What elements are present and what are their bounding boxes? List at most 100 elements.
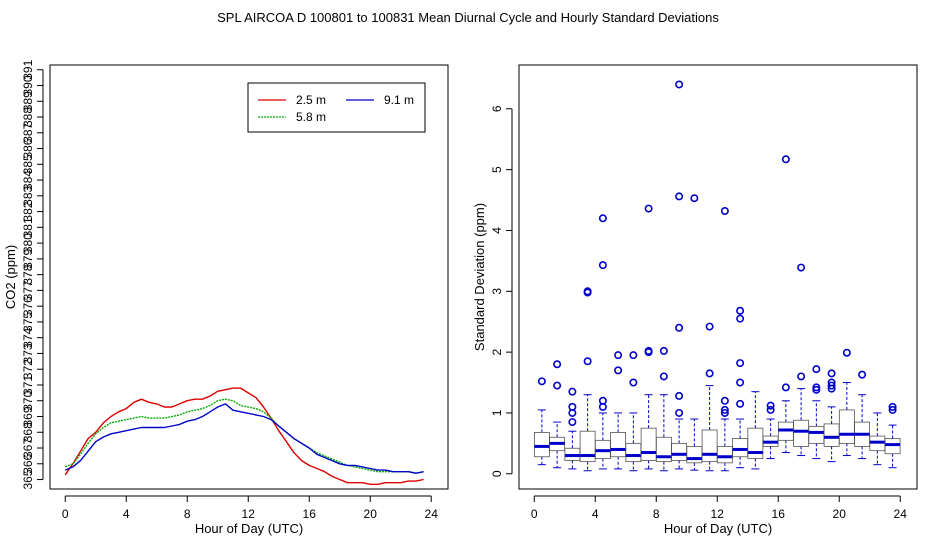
box-outlier <box>736 399 745 408</box>
box-iqr <box>884 438 901 455</box>
box-outlier <box>812 385 821 394</box>
box-iqr <box>640 427 657 461</box>
box-outlier <box>537 377 546 386</box>
box-outlier <box>766 405 775 414</box>
co2-y-tick-label: 376 <box>21 296 35 316</box>
box-hour-4.5 <box>594 214 611 470</box>
stddev-plot-frame <box>518 64 918 490</box>
co2-x-tick-label: 4 <box>123 507 130 521</box>
stddev-boxes <box>533 80 901 472</box>
co2-y-tick-label: 377 <box>21 280 35 300</box>
box-iqr <box>701 429 718 463</box>
box-hour-6.5 <box>625 351 642 472</box>
box-outlier <box>568 402 577 411</box>
box-hour-0.5 <box>533 377 550 466</box>
co2-x-tick-label: 12 <box>242 507 256 521</box>
stddev-x-tick-label: 24 <box>894 507 908 521</box>
legend-label-9-1m: 9.1 m <box>384 93 414 107</box>
box-outlier <box>827 369 836 378</box>
box-hour-1.5 <box>549 360 566 469</box>
box-outlier <box>858 370 867 379</box>
legend-box <box>247 82 426 133</box>
co2-y-tick-label: 389 <box>21 91 35 111</box>
co2-y-tick-label: 382 <box>21 201 35 221</box>
chart-title: SPL AIRCOA D 100801 to 100831 Mean Diurn… <box>217 10 719 25</box>
box-outlier <box>781 155 790 164</box>
legend-label-2-5m: 2.5 m <box>296 93 326 107</box>
box-outlier <box>598 214 607 223</box>
box-iqr <box>686 446 703 464</box>
box-outlier <box>614 351 623 360</box>
box-iqr <box>671 442 688 461</box>
box-outlier <box>842 348 851 357</box>
box-hour-13.5 <box>732 306 749 469</box>
box-outlier <box>888 402 897 411</box>
box-outlier <box>598 396 607 405</box>
box-hour-10.5 <box>686 194 703 471</box>
box-outlier <box>568 387 577 396</box>
box-outlier <box>705 322 714 331</box>
box-hour-18.5 <box>808 365 825 460</box>
box-outlier <box>675 408 684 417</box>
co2-x-axis-label: Hour of Day (UTC) <box>195 521 303 536</box>
box-iqr <box>625 442 642 463</box>
stddev-x-tick-label: 0 <box>531 507 538 521</box>
co2-y-tick-label: 366 <box>21 453 35 473</box>
box-outlier <box>720 405 729 414</box>
box-hour-19.5 <box>823 369 840 463</box>
co2-x-tick-label: 20 <box>364 507 378 521</box>
box-iqr <box>610 432 627 458</box>
stddev-y-tick-label: 0 <box>490 470 504 477</box>
co2-y-tick-label: 370 <box>21 390 35 410</box>
box-outlier <box>781 383 790 392</box>
box-outlier <box>598 261 607 270</box>
box-outlier <box>629 378 638 387</box>
co2-x-tick-label: 24 <box>425 507 439 521</box>
stddev-y-tick-label: 1 <box>490 409 504 416</box>
stddev-y-ticks: 0 1 2 3 4 5 6 <box>490 105 513 477</box>
box-outlier <box>797 263 806 272</box>
box-hour-7.5 <box>640 204 657 470</box>
co2-y-axis-label: CO2 (ppm) <box>3 245 18 309</box>
co2-y-tick-label: 391 <box>21 59 35 79</box>
co2-y-tick-label: 383 <box>21 185 35 205</box>
co2-y-tick-label: 375 <box>21 312 35 332</box>
series-line-5-8-m <box>64 398 424 474</box>
stddev-x-tick-label: 20 <box>833 507 847 521</box>
stddev-y-tick-label: 5 <box>490 166 504 173</box>
co2-y-tick-label: 367 <box>21 438 35 458</box>
co2-x-ticks: 0 4 8 12 16 20 24 <box>62 495 439 521</box>
box-outlier <box>659 372 668 381</box>
stddev-x-tick-label: 16 <box>772 507 786 521</box>
box-outlier <box>720 396 729 405</box>
co2-y-tick-label: 372 <box>21 359 35 379</box>
co2-y-tick-label: 369 <box>21 406 35 426</box>
box-outlier <box>644 204 653 213</box>
box-hour-2.5 <box>564 387 581 470</box>
co2-y-tick-label: 384 <box>21 170 35 190</box>
box-outlier <box>736 314 745 323</box>
box-iqr <box>732 438 749 458</box>
box-hour-11.5 <box>701 322 718 472</box>
co2-y-tick-label: 388 <box>21 107 35 127</box>
co2-y-tick-label: 371 <box>21 375 35 395</box>
box-hour-21.5 <box>854 370 871 460</box>
box-outlier <box>629 351 638 360</box>
box-iqr <box>716 446 733 464</box>
box-outlier <box>583 287 592 296</box>
box-outlier <box>797 372 806 381</box>
stddev-y-axis-label: Standard Deviation (ppm) <box>472 203 487 351</box>
co2-y-tick-label: 374 <box>21 327 35 347</box>
box-hour-20.5 <box>838 348 855 457</box>
stddev-y-tick-label: 4 <box>490 227 504 234</box>
stddev-x-tick-label: 4 <box>592 507 599 521</box>
box-hour-16.5 <box>777 155 794 454</box>
co2-legend: 2.5 m 5.8 m 9.1 m <box>247 82 426 133</box>
co2-x-tick-label: 8 <box>184 507 191 521</box>
box-outlier <box>583 357 592 366</box>
box-iqr <box>579 430 596 463</box>
stddev-x-axis-label: Hour of Day (UTC) <box>664 521 772 536</box>
box-iqr <box>747 427 764 459</box>
co2-y-tick-label: 381 <box>21 217 35 237</box>
